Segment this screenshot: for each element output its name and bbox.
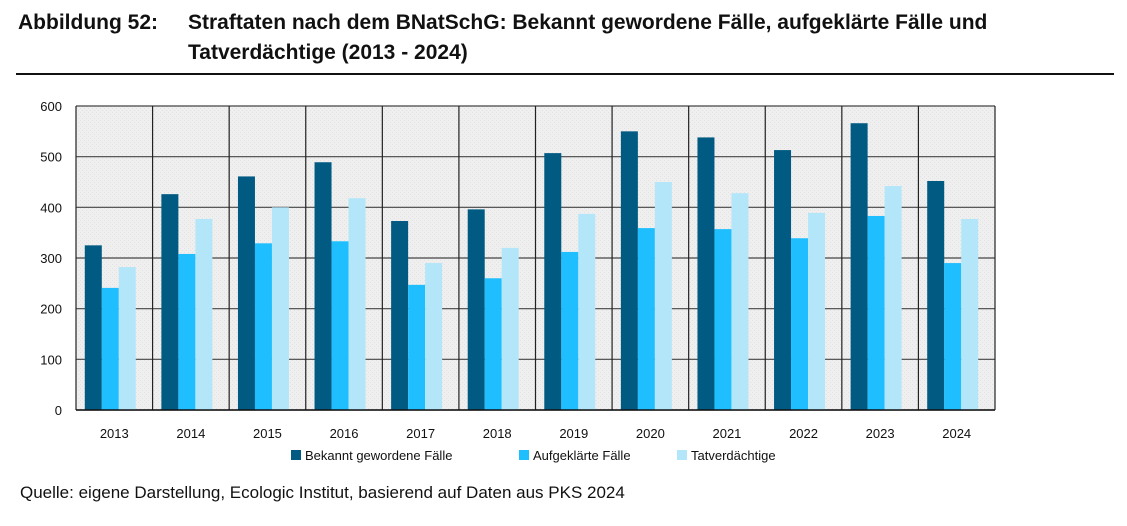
bar-aufgeklärte-fälle-2017: [408, 284, 426, 410]
bar-aufgeklärte-fälle-2018: [484, 278, 502, 410]
bar-bekannt-gewordene-fälle-2023: [850, 123, 868, 410]
legend-label: Tatverdächtige: [691, 448, 776, 463]
x-tick-label: 2013: [100, 426, 129, 441]
bar-bekannt-gewordene-fälle-2017: [391, 221, 409, 410]
bar-aufgeklärte-fälle-2023: [867, 215, 885, 410]
x-tick-label: 2023: [866, 426, 895, 441]
bar-tatverdächtige-2013: [118, 267, 136, 410]
bar-tatverdächtige-2024: [961, 218, 979, 410]
bar-tatverdächtige-2021: [731, 193, 749, 410]
y-tick-label: 200: [40, 302, 62, 317]
bar-aufgeklärte-fälle-2016: [331, 241, 349, 410]
x-tick-label: 2016: [330, 426, 359, 441]
bar-aufgeklärte-fälle-2020: [637, 228, 655, 410]
bar-bekannt-gewordene-fälle-2021: [697, 137, 715, 410]
bar-aufgeklärte-fälle-2014: [178, 253, 196, 410]
legend-swatch: [291, 450, 301, 460]
bar-tatverdächtige-2016: [348, 198, 366, 410]
y-tick-label: 600: [40, 99, 62, 114]
y-tick-label: 0: [55, 403, 62, 418]
x-tick-label: 2021: [712, 426, 741, 441]
bar-bekannt-gewordene-fälle-2019: [544, 153, 562, 410]
y-tick-label: 300: [40, 251, 62, 266]
x-tick-label: 2019: [559, 426, 588, 441]
x-tick-label: 2024: [942, 426, 971, 441]
bar-bekannt-gewordene-fälle-2018: [467, 209, 485, 410]
bar-aufgeklärte-fälle-2022: [791, 238, 809, 410]
x-tick-label: 2020: [636, 426, 665, 441]
x-tick-label: 2014: [176, 426, 205, 441]
bar-tatverdächtige-2019: [578, 213, 596, 410]
title-rule: [16, 73, 1114, 75]
bar-tatverdächtige-2017: [425, 263, 443, 410]
bar-bekannt-gewordene-fälle-2015: [237, 176, 255, 410]
y-tick-label: 100: [40, 352, 62, 367]
bar-bekannt-gewordene-fälle-2014: [161, 194, 179, 410]
bar-tatverdächtige-2015: [271, 207, 289, 410]
y-tick-label: 500: [40, 150, 62, 165]
bar-tatverdächtige-2018: [501, 247, 519, 410]
bar-tatverdächtige-2023: [884, 186, 902, 410]
bar-aufgeklärte-fälle-2021: [714, 229, 732, 410]
x-tick-label: 2022: [789, 426, 818, 441]
x-tick-label: 2017: [406, 426, 435, 441]
y-tick-label: 400: [40, 200, 62, 215]
chart-title: Straftaten nach dem BNatSchG: Bekannt ge…: [188, 11, 988, 64]
legend-swatch: [519, 450, 529, 460]
x-tick-label: 2018: [483, 426, 512, 441]
legend-swatch: [677, 450, 687, 460]
bar-bekannt-gewordene-fälle-2022: [774, 150, 792, 410]
bar-aufgeklärte-fälle-2015: [254, 243, 272, 410]
x-tick-label: 2015: [253, 426, 282, 441]
bar-bekannt-gewordene-fälle-2020: [620, 131, 638, 411]
bar-tatverdächtige-2022: [808, 212, 826, 410]
source-note: Quelle: eigene Darstellung, Ecologic Ins…: [20, 483, 625, 502]
bar-tatverdächtige-2014: [195, 218, 213, 410]
figure-number: Abbildung 52:: [18, 11, 158, 34]
bar-bekannt-gewordene-fälle-2016: [314, 162, 332, 410]
bar-tatverdächtige-2020: [654, 182, 672, 410]
bar-aufgeklärte-fälle-2024: [944, 263, 962, 410]
legend-label: Aufgeklärte Fälle: [533, 448, 631, 463]
legend-label: Bekannt gewordene Fälle: [305, 448, 452, 463]
bar-bekannt-gewordene-fälle-2013: [84, 245, 102, 410]
bar-aufgeklärte-fälle-2013: [101, 287, 119, 410]
bar-aufgeklärte-fälle-2019: [561, 251, 579, 410]
bar-bekannt-gewordene-fälle-2024: [927, 180, 945, 410]
